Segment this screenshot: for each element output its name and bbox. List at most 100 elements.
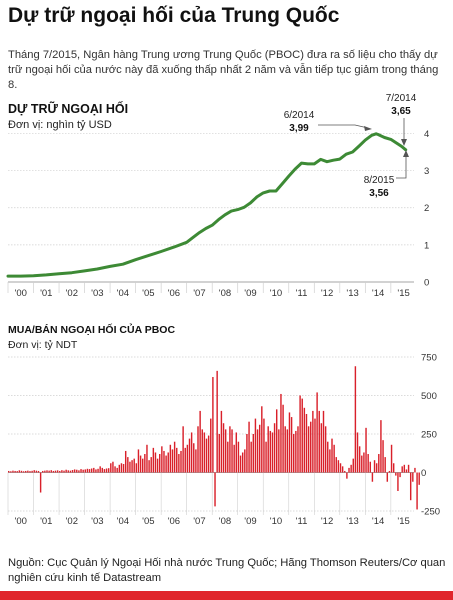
bar [42,470,44,473]
reserves-x-axis: '00 '01 '02 '03 '04 '05 '06 '07 '08 '09 '10 '11 '12 '… [7,282,410,299]
x-tick-label: '09 [244,516,256,527]
bar [116,467,118,473]
bar [186,444,189,473]
bar [133,458,135,473]
bar [263,418,265,473]
bar [250,441,252,473]
y-tick-label: 0 [421,468,426,479]
bar [169,444,172,473]
annotation-label: 7/2014 [386,93,417,104]
bar [331,438,333,473]
bar [392,463,395,473]
bar [80,469,82,473]
bar [95,469,97,473]
x-tick-label: '11 [296,288,308,299]
bar [384,457,386,473]
bar [124,450,127,473]
bar [337,460,340,473]
bar [182,426,184,473]
bar [293,434,295,473]
annotation-label: 8/2015 [364,175,395,186]
bar [195,449,197,473]
x-tick-label: '08 [219,288,231,299]
bar [380,420,382,473]
bar [129,461,131,473]
annotation-value: 3,99 [289,123,309,134]
x-tick-label: '05 [142,516,154,527]
bar [88,469,91,473]
x-tick-label: '11 [296,516,308,527]
bar [31,470,33,473]
annotation-value: 3,56 [369,188,389,199]
bar [409,472,412,501]
bar [8,470,10,473]
x-tick-label: '13 [346,516,358,527]
bar [371,472,374,482]
bar [63,470,65,473]
y-tick-label: 750 [421,353,437,364]
bar [35,470,38,473]
bar [233,444,235,473]
bar [76,469,78,473]
bar [399,472,401,478]
bar [44,470,46,473]
source-note: Nguồn: Cục Quản lý Ngoại Hối nhà nước Tr… [8,557,446,584]
page-title: Dự trữ ngoại hối của Trung Quốc [8,4,340,27]
bar [358,446,361,473]
bar [37,470,40,473]
bar [416,472,418,510]
bar [173,441,176,473]
bar [201,429,203,473]
bar [120,463,123,473]
bar [299,395,301,473]
y-tick-label: 3 [424,166,429,177]
pboc-chart-unit: Đơn vị: tỷ NDT [8,339,78,351]
x-tick-label: '13 [346,288,358,299]
bar [205,438,208,473]
bar [229,426,231,473]
bar [188,438,191,473]
x-tick-label: '12 [321,288,333,299]
annotation-label: 6/2014 [284,110,315,121]
bar [301,398,303,473]
bar [280,393,282,473]
bar [344,470,346,473]
bar [252,434,255,473]
bar [365,427,367,473]
annotation-jun-2014: 6/2014 3,99 [284,110,372,134]
bar [258,424,261,473]
bar [316,392,318,473]
intro-text: Tháng 7/2015, Ngân hàng Trung ương Trung… [8,49,439,91]
bar [288,412,291,473]
bar [14,470,16,473]
bar [273,423,276,473]
bar [148,460,150,473]
bar [375,463,378,473]
x-tick-label: '12 [321,516,333,527]
bar [27,470,29,473]
reserves-y-axis: 0 1 2 3 4 [424,129,429,289]
bar [203,432,206,473]
bar [405,469,408,473]
bar [401,466,403,473]
x-tick-label: '00 [15,516,27,527]
reserves-chart-title: DỰ TRỮ NGOẠI HỐI [8,101,128,116]
bar [52,470,55,473]
bar [101,467,104,473]
pboc-bars [8,366,420,510]
bar [241,452,244,473]
bar [265,441,267,473]
bar [73,469,76,473]
pboc-chart-title: MUA/BÁN NGOẠI HỐI CỦA PBOC [8,322,175,336]
bar [154,452,157,473]
bar [54,470,57,473]
bar [295,430,297,473]
bar [69,470,72,473]
bar [152,447,155,473]
x-tick-label: '04 [117,516,129,527]
bar [46,470,48,473]
bar [20,470,23,473]
x-tick-label: '07 [193,516,205,527]
bar [139,455,142,473]
reserves-gridlines [8,133,414,283]
